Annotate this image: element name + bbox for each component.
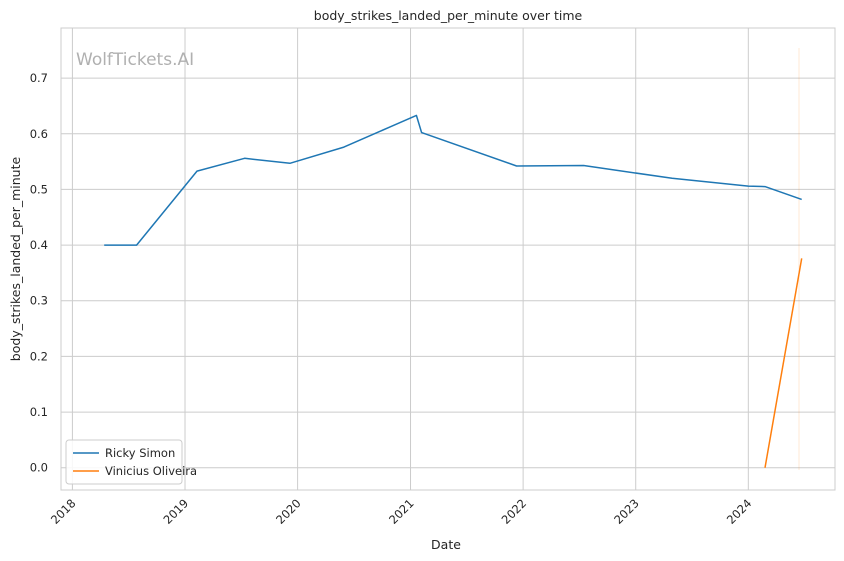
legend: Ricky Simon Vinicius Oliveira (65, 439, 197, 485)
y-tick-label: 0.5 (30, 182, 48, 196)
y-tick-label: 0.4 (30, 238, 48, 252)
legend-box (65, 439, 183, 485)
legend-label-vinicius-oliveira: Vinicius Oliveira (105, 464, 197, 478)
series-line-vinicius-oliveira (764, 258, 803, 468)
x-axis-title: Date (431, 537, 461, 552)
chart-title: body_strikes_landed_per_minute over time (314, 8, 583, 23)
plot-area (60, 27, 836, 491)
y-axis-title: body_strikes_landed_per_minute (8, 156, 23, 361)
grid (61, 28, 835, 490)
x-tick-label: 2022 (499, 496, 530, 527)
y-tick-label: 0.3 (30, 294, 48, 308)
series-line-ricky-simon (104, 114, 802, 246)
x-tick-label: 2020 (273, 496, 304, 527)
x-tick-label: 2024 (724, 496, 755, 527)
y-tick-label: 0.1 (30, 405, 48, 419)
y-tick-label: 0.7 (30, 71, 48, 85)
y-tick-label: 0.0 (30, 461, 48, 475)
x-tick-label: 2023 (611, 496, 642, 527)
y-tick-label: 0.6 (30, 127, 48, 141)
y-tick-label: 0.2 (30, 349, 48, 363)
x-axis-ticks: 2018 2019 2020 2021 2022 2023 2024 (48, 496, 755, 527)
watermark: WolfTickets.AI (76, 50, 194, 70)
x-tick-label: 2019 (161, 496, 192, 527)
series-layer (104, 114, 803, 468)
y-axis-ticks: 0.0 0.1 0.2 0.3 0.4 0.5 0.6 0.7 (30, 71, 48, 475)
x-tick-label: 2018 (48, 496, 79, 527)
legend-label-ricky-simon: Ricky Simon (105, 446, 175, 460)
x-tick-label: 2021 (386, 496, 417, 527)
